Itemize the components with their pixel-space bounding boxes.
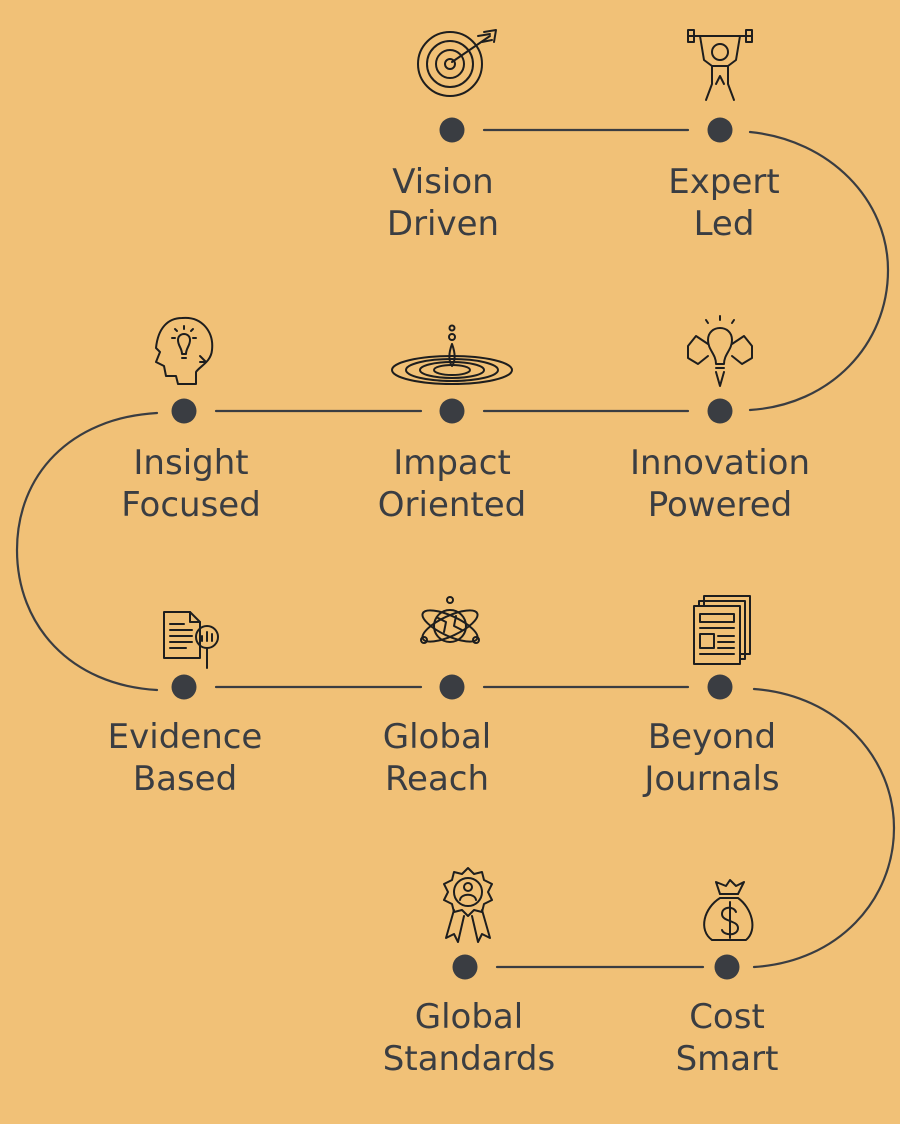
label-line: Smart	[675, 1039, 779, 1079]
target-arrow-icon	[417, 29, 497, 97]
label-line: Powered	[647, 485, 793, 525]
label-line: Cost	[689, 997, 765, 1037]
node-vision	[439, 117, 465, 143]
label-vision: Vision Driven	[387, 161, 499, 245]
award-badge-icon	[443, 867, 493, 943]
label-standards: Global Standards	[383, 996, 555, 1080]
strong-lightbulb-icon	[687, 315, 753, 387]
label-line: Oriented	[377, 485, 527, 525]
node-beyond	[707, 674, 733, 700]
atom-globe-icon	[420, 596, 480, 644]
label-line: Impact	[393, 443, 511, 483]
label-evidence: Evidence Based	[108, 716, 263, 800]
label-innovation: Innovation Powered	[630, 442, 810, 526]
node-innovation	[707, 398, 733, 424]
label-line: Beyond	[647, 717, 777, 757]
label-line: Focused	[121, 485, 261, 525]
label-line: Standards	[382, 1039, 556, 1079]
node-global	[439, 674, 465, 700]
document-magnifier-icon	[163, 611, 219, 669]
label-global: Global Reach	[383, 716, 491, 800]
newspaper-stack-icon	[693, 595, 751, 665]
node-cost	[714, 954, 740, 980]
label-line: Driven	[386, 204, 500, 244]
node-standards	[452, 954, 478, 980]
label-line: Innovation	[629, 443, 811, 483]
curve-insight-evidence	[15, 411, 159, 692]
label-line: Insight	[133, 443, 249, 483]
label-line: Global	[382, 717, 492, 757]
node-expert	[707, 117, 733, 143]
label-line: Led	[693, 204, 755, 244]
label-line: Vision	[392, 162, 494, 202]
node-insight	[171, 398, 197, 424]
label-beyond: Beyond Journals	[644, 716, 779, 800]
money-bag-icon	[703, 879, 754, 941]
label-insight: Insight Focused	[121, 442, 261, 526]
label-line: Based	[132, 759, 238, 799]
label-line: Evidence	[107, 717, 263, 757]
label-expert: Expert Led	[668, 161, 779, 245]
curve-beyond-cost	[752, 687, 896, 969]
label-cost: Cost Smart	[676, 996, 779, 1080]
label-line: Reach	[384, 759, 490, 799]
curve-expert-innovation	[748, 130, 890, 412]
label-line: Global	[414, 997, 524, 1037]
label-line: Journals	[644, 759, 780, 799]
node-evidence	[171, 674, 197, 700]
head-lightbulb-icon	[155, 316, 214, 385]
label-impact: Impact Oriented	[378, 442, 526, 526]
water-ripple-icon	[391, 324, 513, 385]
weightlifter-icon	[687, 29, 753, 101]
node-impact	[439, 398, 465, 424]
label-line: Expert	[668, 162, 780, 202]
